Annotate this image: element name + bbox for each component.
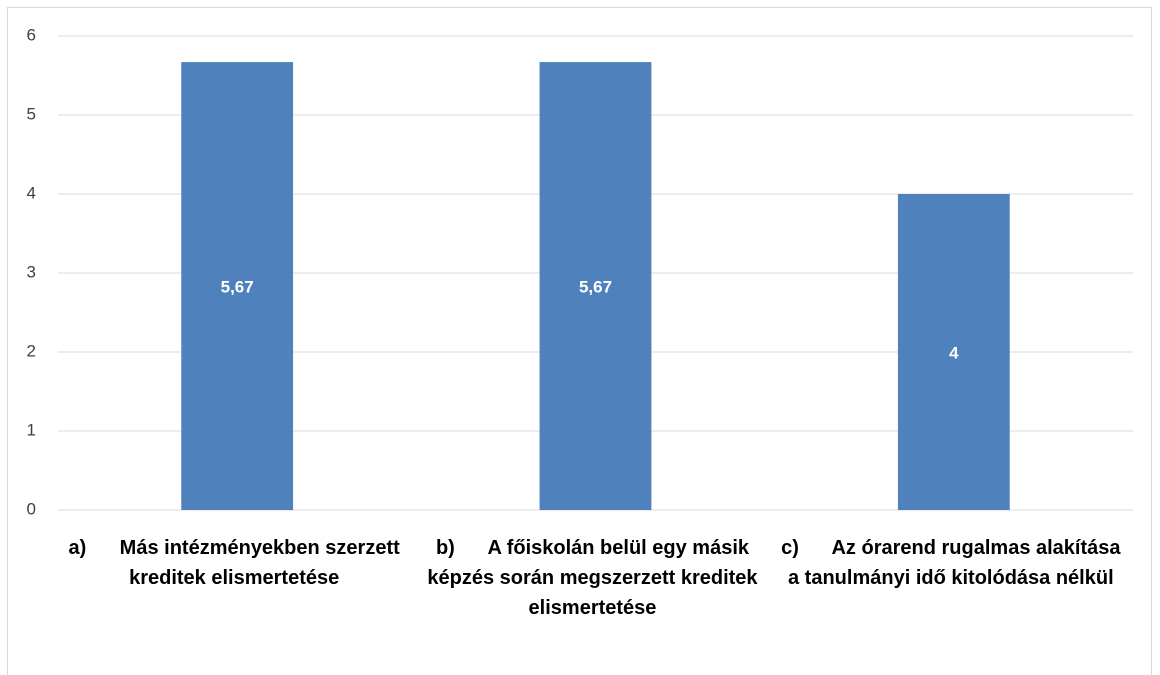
bar	[897, 194, 1010, 510]
y-tick-label: 5	[27, 104, 36, 123]
value-label: 4	[949, 343, 959, 362]
y-tick-label: 6	[27, 25, 36, 44]
bar	[539, 62, 652, 510]
y-tick-label: 2	[27, 341, 36, 360]
value-label: 5,67	[221, 278, 254, 297]
value-label: 5,67	[579, 278, 612, 297]
y-tick-label: 3	[27, 262, 36, 281]
x-tick-label: b) A főiskolán belül egy másik képzés so…	[427, 537, 764, 619]
bar	[181, 62, 294, 510]
y-tick-label: 0	[27, 499, 36, 518]
y-tick-label: 1	[27, 420, 36, 439]
x-tick-label: a) Más intézményekben szerzett kreditek …	[68, 537, 406, 589]
y-tick-label: 4	[27, 183, 36, 202]
x-tick-label: c) Az órarend rugalmas alakítása a tanul…	[781, 537, 1127, 589]
chart-border	[7, 7, 1152, 675]
